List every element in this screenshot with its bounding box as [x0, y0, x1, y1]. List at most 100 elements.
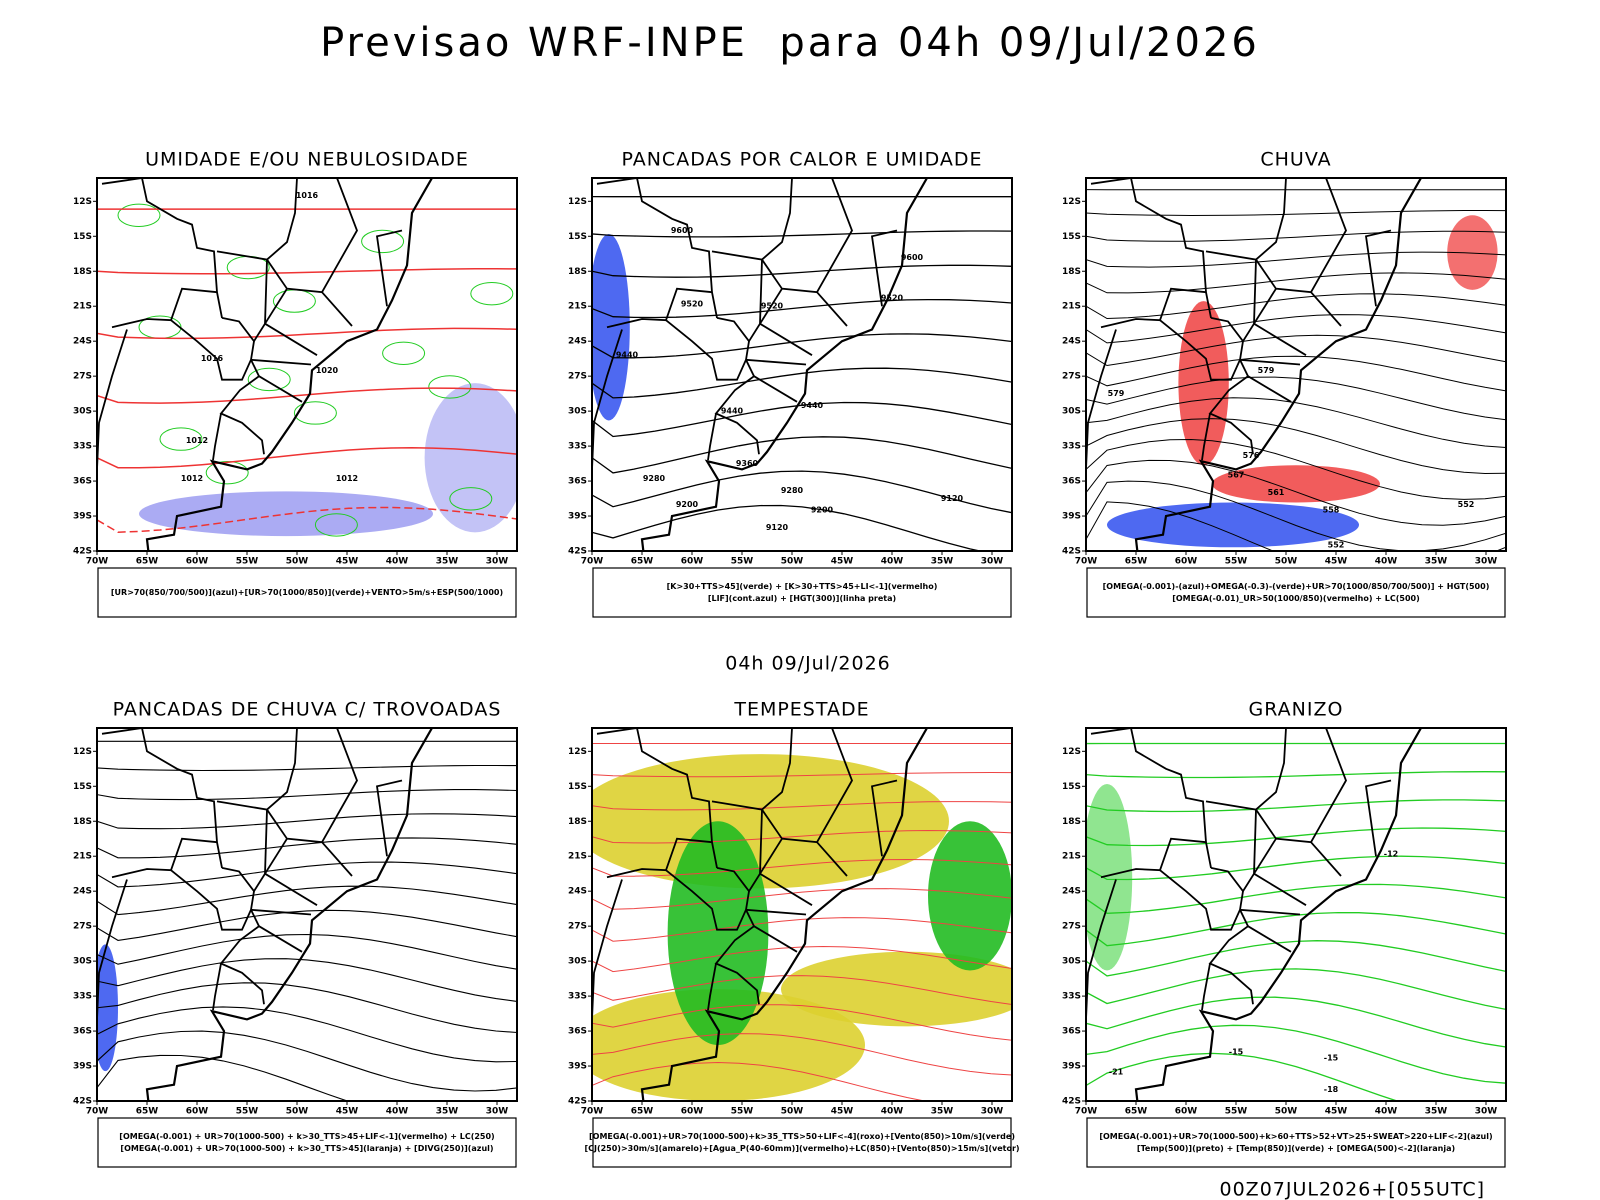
border	[321, 291, 353, 327]
streamline	[1086, 968, 1506, 1011]
lat-tick-label: 21S	[73, 852, 92, 862]
streamline	[97, 933, 517, 970]
legend-text: [CJ(250)>30m/s](amarelo)+[Agua_P(40-60mm…	[584, 1144, 1019, 1153]
map-area: 1016 1016 1020 1012 1012 1012	[97, 178, 517, 551]
lat-tick-label: 33S	[1062, 992, 1081, 1002]
lat-tick-label: 12S	[1062, 197, 1081, 207]
legend-text: [K>30+TTS>45](verde) + [K>30+TTS>45+LI<-…	[667, 582, 938, 591]
field-area	[428, 375, 472, 399]
field-area	[1447, 215, 1498, 290]
border	[1100, 837, 1207, 879]
streamline	[592, 1061, 928, 1101]
panel-title: PANCADAS DE CHUVA C/ TROVOADAS	[113, 699, 502, 721]
border	[264, 322, 318, 356]
contour-label: 9360	[736, 459, 759, 468]
lat-tick-label: 42S	[1062, 547, 1081, 557]
legend-box	[592, 567, 1012, 618]
contour-label: 1016	[296, 191, 319, 200]
border	[753, 925, 798, 953]
streamline	[1086, 376, 1506, 421]
streamline	[592, 917, 1012, 942]
streamline	[97, 1054, 349, 1101]
lon-tick-label: 60W	[1175, 1107, 1198, 1117]
lat-tick-label: 12S	[73, 197, 92, 207]
streamline	[592, 801, 1012, 811]
streamline	[1086, 799, 1506, 813]
contour-label: 552	[1328, 541, 1345, 550]
streamline	[1086, 883, 1506, 914]
lon-tick-label: 60W	[186, 557, 209, 567]
lon-tick-label: 70W	[86, 557, 109, 567]
lon-tick-label: 70W	[86, 1107, 109, 1117]
lat-tick-label: 30S	[568, 957, 587, 967]
lon-tick-label: 30W	[1475, 557, 1498, 567]
border	[1100, 287, 1207, 329]
streamline	[1086, 334, 1506, 367]
contour-label: -12	[1384, 849, 1398, 858]
border	[258, 375, 303, 403]
streamline	[592, 333, 1012, 359]
lat-tick-label: 15S	[1062, 782, 1081, 792]
border	[748, 728, 793, 892]
lon-tick-label: 40W	[1375, 557, 1398, 567]
contour-label: 9440	[721, 407, 744, 416]
lat-tick-label: 36S	[1062, 1027, 1081, 1037]
field-area	[1212, 465, 1380, 503]
border	[759, 838, 783, 875]
lat-tick-label: 39S	[1062, 1062, 1081, 1072]
footer: 00Z07JUL2026+[055UTC]	[1220, 1179, 1486, 1200]
border	[264, 838, 288, 875]
streamline	[97, 1006, 517, 1063]
map-frame	[96, 727, 518, 1102]
lat-tick-label: 36S	[568, 477, 587, 487]
lat-tick-label: 33S	[73, 442, 92, 452]
streamline	[97, 387, 517, 404]
field-area	[247, 367, 291, 392]
streamline	[97, 506, 517, 533]
streamline	[97, 764, 517, 772]
contour-label: 9520	[881, 294, 904, 303]
legend-text: [LIF](cont.azul) + [HGT(300)](linha pret…	[708, 594, 896, 603]
contour-label: 1020	[316, 366, 339, 375]
streamline	[1086, 1052, 1400, 1101]
streamline	[592, 504, 983, 551]
lat-tick-label: 39S	[73, 1062, 92, 1072]
lat-tick-label: 12S	[73, 747, 92, 757]
panel-title: GRANIZO	[1249, 699, 1344, 721]
lon-tick-label: 45W	[1325, 557, 1348, 567]
streamline	[1086, 355, 1506, 392]
contour-label: -15	[1324, 1053, 1339, 1062]
streamline	[1086, 459, 1506, 526]
legend-text: [UR>70(850/700/500)](azul)+[UR>70(1000/8…	[111, 588, 503, 597]
map-frame	[96, 177, 518, 552]
border	[111, 287, 218, 329]
field-area	[470, 281, 514, 306]
border	[170, 317, 255, 381]
contour-label: 9440	[801, 401, 824, 410]
coastline	[1134, 728, 1422, 1101]
border	[253, 178, 298, 342]
border	[816, 291, 848, 327]
contour-label: 576	[1243, 451, 1260, 460]
legend-text: [OMEGA(-0.001) + UR>70(1000-500) + k>30_…	[119, 1132, 494, 1141]
streamline	[1086, 230, 1506, 242]
border	[745, 908, 807, 916]
border	[321, 841, 353, 877]
border	[816, 841, 848, 877]
lat-tick-label: 36S	[73, 477, 92, 487]
streamline	[592, 401, 1012, 438]
border	[596, 728, 718, 869]
lat-tick-label: 18S	[1062, 267, 1081, 277]
lat-tick-label: 39S	[568, 512, 587, 522]
streamline	[1086, 314, 1506, 344]
field-area	[1178, 301, 1229, 466]
streamline	[592, 888, 1012, 910]
border	[250, 908, 312, 916]
lon-tick-label: 65W	[631, 1107, 654, 1117]
lon-tick-label: 65W	[631, 557, 654, 567]
contour-label: 579	[1258, 366, 1275, 375]
border	[759, 288, 783, 325]
streamline	[592, 1033, 1012, 1076]
panel-title: UMIDADE E/OU NEBULOSIDADE	[145, 149, 469, 171]
